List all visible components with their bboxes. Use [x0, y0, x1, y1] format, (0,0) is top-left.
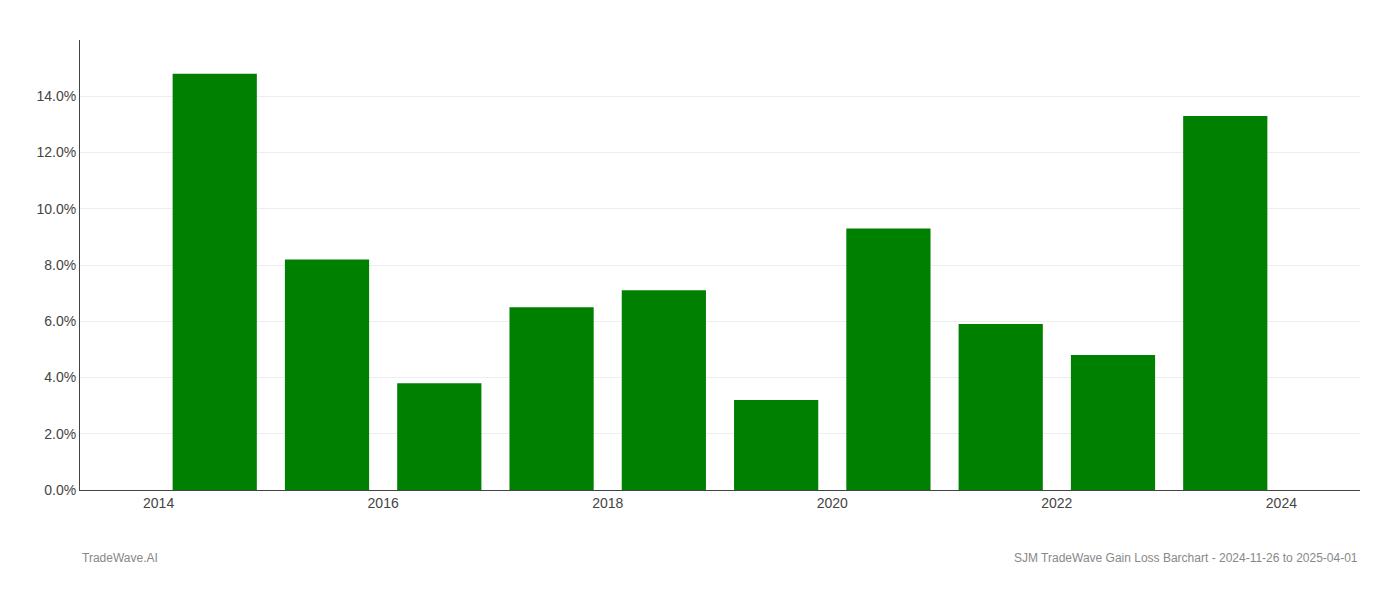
svg-text:2020: 2020: [817, 495, 848, 511]
svg-text:10.0%: 10.0%: [36, 201, 76, 217]
svg-text:14.0%: 14.0%: [36, 88, 76, 104]
svg-text:SJM TradeWave Gain Loss Barcha: SJM TradeWave Gain Loss Barchart - 2024-…: [1014, 551, 1358, 565]
svg-text:0.0%: 0.0%: [44, 482, 76, 498]
svg-text:2.0%: 2.0%: [44, 426, 76, 442]
svg-text:8.0%: 8.0%: [44, 257, 76, 273]
svg-text:2022: 2022: [1041, 495, 1072, 511]
svg-text:2018: 2018: [592, 495, 623, 511]
svg-text:4.0%: 4.0%: [44, 369, 76, 385]
svg-text:6.0%: 6.0%: [44, 313, 76, 329]
svg-text:2024: 2024: [1266, 495, 1297, 511]
svg-text:2016: 2016: [368, 495, 399, 511]
svg-text:2014: 2014: [143, 495, 174, 511]
svg-text:TradeWave.AI: TradeWave.AI: [82, 551, 158, 565]
svg-text:12.0%: 12.0%: [36, 144, 76, 160]
